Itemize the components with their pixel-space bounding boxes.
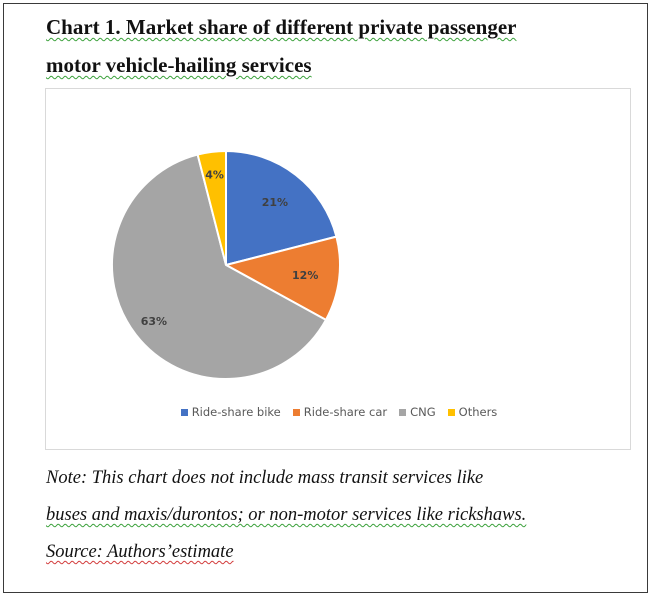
title-line-1-text: Chart 1. Market share of different priva…	[46, 15, 517, 39]
note-line-2: buses and maxis/durontos; or non-motor s…	[46, 505, 527, 525]
data-label-others: 4%	[205, 169, 224, 182]
note-line-1: Note: This chart does not include mass t…	[46, 468, 484, 488]
legend-item-ride-share-bike: Ride-share bike	[180, 405, 281, 419]
title-line-1: Chart 1. Market share of different priva…	[46, 8, 636, 46]
data-label-ride-share-car: 12%	[292, 269, 318, 282]
chart-caption-title: Chart 1. Market share of different priva…	[46, 8, 636, 84]
legend-swatch	[447, 409, 455, 416]
figure-frame	[3, 3, 648, 593]
legend-label: Others	[458, 405, 498, 419]
legend-item-cng: CNG	[399, 405, 436, 419]
legend-label: Ride-share bike	[191, 405, 281, 419]
pie-slice-ride-share-bike	[225, 149, 338, 267]
pie-slice-others	[196, 149, 227, 266]
legend-item-ride-share-car: Ride-share car	[292, 405, 388, 419]
pie-slice-cng	[111, 153, 328, 380]
data-label-ride-share-bike: 21%	[262, 196, 288, 209]
data-label-cng: 63%	[141, 315, 167, 328]
legend-label: CNG	[410, 405, 436, 419]
title-line-2-text: motor vehicle-hailing services	[46, 53, 312, 77]
source-line: Source: Authors’estimate	[46, 542, 234, 562]
legend-swatch	[180, 409, 188, 416]
pie-slice-ride-share-car	[223, 235, 341, 322]
legend-swatch	[399, 409, 407, 416]
legend-label: Ride-share car	[303, 405, 388, 419]
legend-item-others: Others	[447, 405, 498, 419]
legend-swatch	[292, 409, 300, 416]
title-line-2: motor vehicle-hailing services	[46, 46, 636, 84]
chart-area: 21% 12% 63% 4% Ride-share bike Ride-share ca…	[45, 88, 631, 450]
pie-chart: 21% 12% 63% 4%	[111, 149, 341, 380]
chart-note: Note: This chart does not include mass t…	[46, 460, 646, 571]
chart-legend: Ride-share bike Ride-share car CNG Others	[46, 405, 632, 419]
